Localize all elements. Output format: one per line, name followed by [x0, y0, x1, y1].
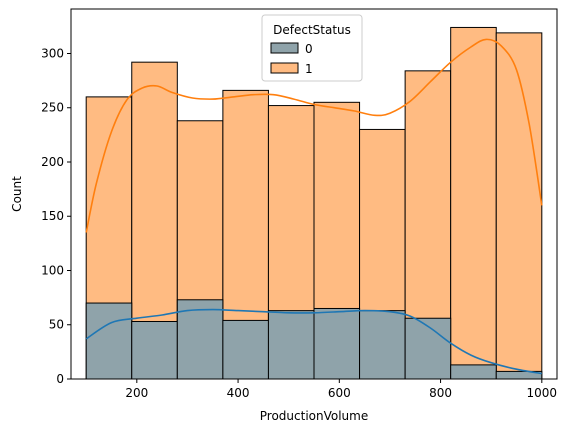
plot-frame	[70, 8, 558, 380]
y-tick-label: 100	[41, 263, 64, 277]
kde-curves	[85, 38, 543, 375]
y-axis-label: Count	[10, 176, 24, 212]
kde-curve-series-1	[85, 38, 543, 233]
bar-series-1-bin-9	[495, 32, 543, 380]
bar-series-0-bin-4	[267, 310, 315, 380]
bar-series-0-bin-7	[404, 317, 452, 380]
legend: DefectStatus 01	[261, 14, 363, 82]
bar-series-0-bin-2	[176, 299, 224, 380]
bar-series-0-bin-0	[85, 302, 133, 380]
y-tick-label: 0	[56, 372, 64, 386]
legend-title: DefectStatus	[273, 23, 351, 37]
x-axis-ticks: 200 400 600 800 1000	[125, 379, 557, 400]
kde-curve-series-0	[85, 308, 542, 375]
legend-entries: 01	[270, 42, 313, 76]
y-tick-label: 300	[41, 46, 64, 60]
x-tick-label: 400	[227, 386, 250, 400]
legend-swatch-1	[270, 62, 299, 74]
y-tick-label: 50	[49, 318, 64, 332]
x-tick-label: 1000	[527, 386, 558, 400]
x-tick-label: 600	[328, 386, 351, 400]
y-tick-label: 200	[41, 155, 64, 169]
legend-swatch-0	[270, 42, 299, 54]
x-tick-label: 800	[429, 386, 452, 400]
bar-series-0-bin-8	[450, 364, 497, 380]
legend-label-0: 0	[305, 42, 313, 56]
bar-series-0-bin-5	[313, 307, 361, 380]
y-tick-label: 150	[41, 209, 64, 223]
legend-label-1: 1	[305, 62, 313, 76]
bar-series-1-bin-8	[450, 26, 497, 380]
y-axis-ticks: 0 50 100 150 200 250 300	[41, 46, 71, 386]
bar-series-0-bin-6	[359, 310, 406, 380]
x-tick-label: 200	[125, 386, 148, 400]
bar-series-0-bin-3	[222, 319, 269, 380]
y-tick-label: 250	[41, 101, 64, 115]
x-axis-label: ProductionVolume	[260, 409, 368, 423]
series-0-bars	[85, 299, 543, 380]
bar-series-0-bin-1	[131, 320, 178, 380]
